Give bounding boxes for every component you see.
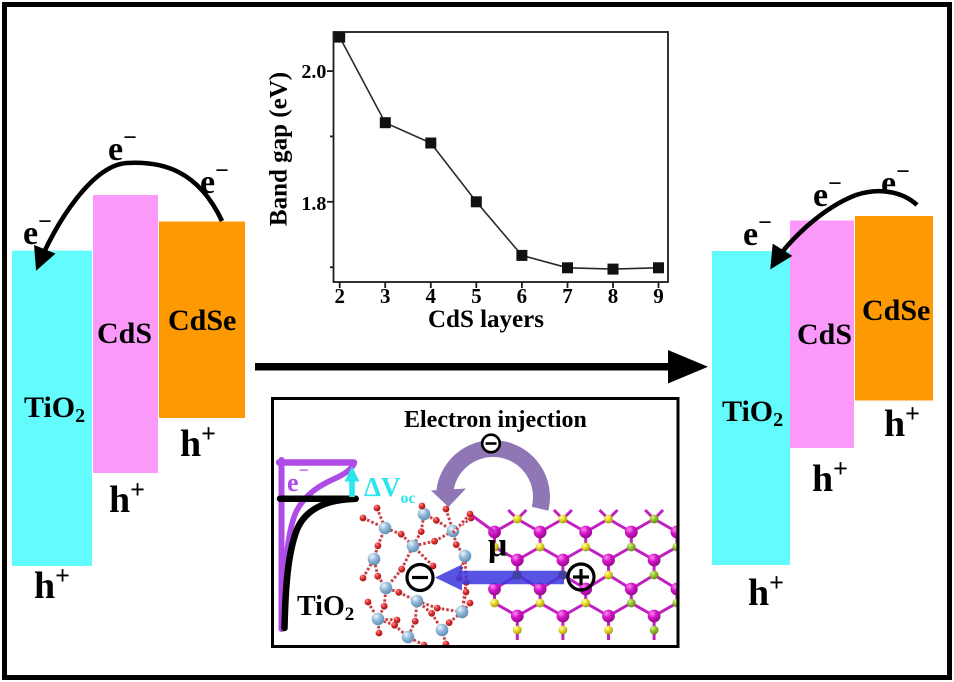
svg-text:CdSe: CdSe [862,294,930,327]
svg-text:Electron injection: Electron injection [404,407,587,433]
svg-text:6: 6 [517,284,528,308]
svg-text:CdS layers: CdS layers [428,306,544,333]
svg-text:4: 4 [426,284,437,308]
svg-text:8: 8 [608,284,619,308]
svg-text:Band gap (eV): Band gap (eV) [266,72,293,226]
svg-text:7: 7 [562,284,573,308]
svg-text:2.0: 2.0 [301,61,326,83]
svg-text:TiO2: TiO2 [24,391,85,427]
svg-text:μ: μ [488,527,507,564]
svg-text:TiO2: TiO2 [297,591,354,625]
svg-text:9: 9 [653,284,664,308]
svg-text:2: 2 [334,284,345,308]
svg-text:3: 3 [380,284,391,308]
svg-text:CdS: CdS [97,317,152,350]
svg-text:5: 5 [471,284,482,308]
svg-text:TiO2: TiO2 [722,395,783,431]
svg-text:CdS: CdS [797,318,852,351]
svg-text:1.8: 1.8 [301,193,326,215]
svg-text:CdSe: CdSe [168,304,236,337]
